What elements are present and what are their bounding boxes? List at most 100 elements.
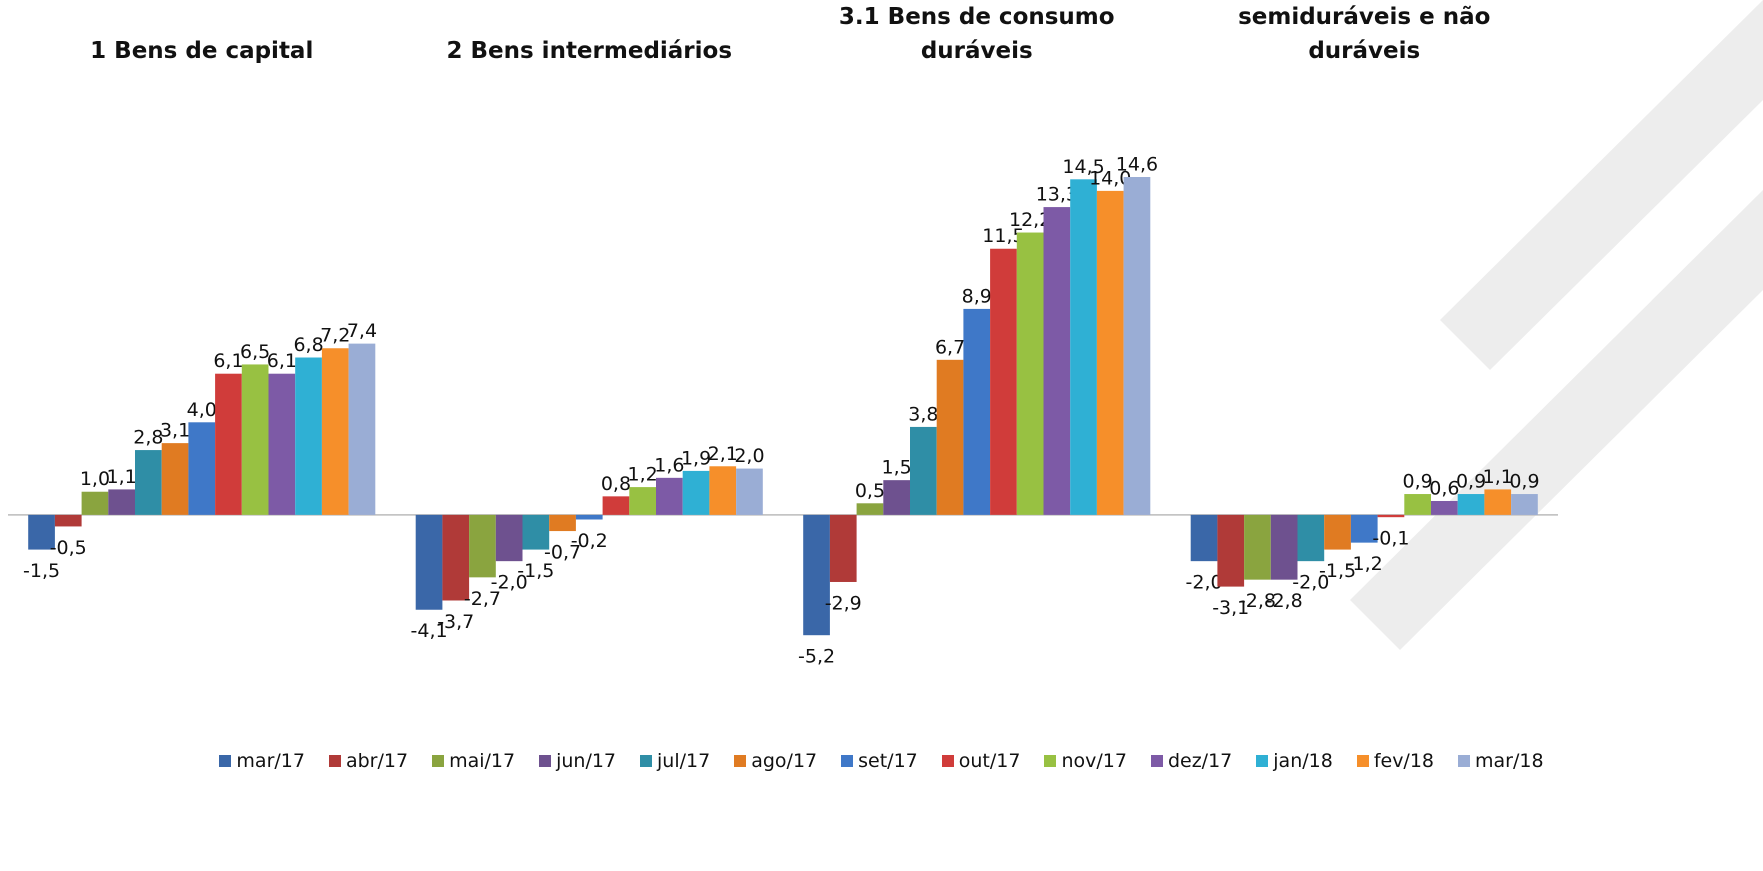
data-label: -1,5	[517, 560, 554, 582]
data-label: -5,2	[798, 646, 835, 668]
legend-swatch	[1150, 755, 1163, 767]
legend-item: jun/17	[539, 750, 616, 772]
data-label: 1,0	[80, 468, 110, 490]
data-label: 3,8	[908, 403, 938, 425]
bar	[135, 450, 162, 515]
bar	[856, 503, 884, 515]
legend-label: abr/17	[345, 750, 409, 772]
data-label: -0,2	[571, 530, 608, 552]
legend-item: jan/18	[1256, 750, 1333, 772]
data-label: -0,7	[544, 542, 581, 564]
bar	[348, 343, 376, 515]
bar	[803, 514, 830, 636]
data-label: -1,2	[1346, 553, 1383, 575]
bar	[81, 491, 109, 515]
bar	[1484, 489, 1512, 515]
decor-stripe	[1350, 190, 1763, 650]
bar	[1070, 179, 1097, 515]
bar	[295, 357, 322, 515]
data-label: 2,1	[708, 443, 738, 465]
bar	[1350, 514, 1378, 543]
category-label: 2 Bens intermediários	[446, 38, 733, 64]
data-label: -2,0	[491, 572, 528, 594]
legend-label: out/17	[958, 750, 1021, 772]
legend-item: mar/18	[1458, 750, 1544, 772]
legend-swatch	[734, 755, 747, 767]
data-label: -2,7	[464, 588, 501, 610]
data-label: 2,0	[734, 445, 764, 467]
bar	[829, 514, 857, 582]
data-label: -4,1	[411, 620, 448, 642]
bar	[215, 373, 242, 515]
bar	[469, 514, 496, 578]
data-label: 0,9	[1403, 471, 1433, 493]
data-label: 1,6	[654, 454, 684, 476]
legend-item: mai/17	[432, 750, 515, 772]
bar	[883, 480, 910, 515]
bar	[161, 443, 189, 515]
bar	[522, 514, 550, 550]
bar	[268, 373, 296, 515]
legend-item: nov/17	[1044, 750, 1127, 772]
data-label: 13,3	[1036, 184, 1078, 206]
data-label: 0,8	[601, 473, 631, 495]
data-label: 6,7	[935, 336, 965, 358]
bar	[963, 308, 991, 515]
data-label: -2,0	[1186, 572, 1223, 594]
data-label: 0,9	[1456, 471, 1486, 493]
bar	[1324, 514, 1351, 550]
legend-swatch	[841, 755, 854, 767]
decor-stripe	[1440, 0, 1763, 370]
legend-item: set/17	[841, 750, 918, 772]
data-label: -3,1	[1212, 597, 1249, 619]
data-label: 0,5	[855, 480, 885, 502]
bar	[108, 489, 135, 515]
legend-swatch	[1044, 755, 1057, 767]
data-label: 3,1	[160, 420, 190, 442]
legend-swatch	[328, 755, 341, 767]
bar	[28, 514, 55, 550]
legend-swatch	[1356, 755, 1369, 767]
legend-label: fev/18	[1373, 750, 1435, 772]
data-label: 8,9	[962, 285, 992, 307]
data-label: -1,5	[23, 560, 60, 582]
data-label: 6,1	[267, 350, 297, 372]
legend-label: mar/18	[1475, 750, 1544, 772]
legend-swatch	[219, 755, 232, 767]
bar	[1511, 494, 1538, 515]
legend-label: nov/17	[1061, 750, 1127, 772]
data-label: 7,2	[320, 325, 350, 347]
data-label: 7,4	[347, 320, 377, 342]
data-label: -0,5	[50, 537, 87, 559]
legend-item: ago/17	[734, 750, 817, 772]
legend-item: dez/17	[1150, 750, 1232, 772]
data-label: -0,1	[1372, 528, 1409, 550]
bar	[736, 468, 763, 515]
data-label: 0,6	[1429, 477, 1459, 499]
legend-swatch	[539, 755, 552, 767]
bar	[629, 487, 656, 515]
bar	[54, 514, 82, 527]
data-label: -3,7	[437, 611, 474, 633]
category-label: 1 Bens de capital	[90, 38, 314, 64]
legend-label: jun/17	[556, 750, 617, 772]
data-label: 1,9	[681, 447, 711, 469]
data-label: 14,5	[1062, 156, 1104, 178]
legend-item: out/17	[941, 750, 1021, 772]
data-label: -2,8	[1239, 590, 1276, 612]
bar	[1123, 176, 1151, 515]
legend-label: jul/17	[657, 750, 711, 772]
legend: mar/17 abr/17 mai/17 jun/17 jul/17 ago/17 set/…	[0, 750, 1763, 772]
bar	[1016, 232, 1044, 515]
legend-swatch	[941, 755, 954, 767]
legend-item: jul/17	[640, 750, 710, 772]
bar	[415, 514, 443, 610]
bar	[936, 359, 964, 515]
data-label: 1,1	[1483, 466, 1513, 488]
data-label: 1,2	[628, 464, 658, 486]
legend-swatch	[1256, 755, 1269, 767]
category-label: 3.1 Bens de consumo duráveis	[838, 4, 1115, 64]
legend-item: fev/18	[1356, 750, 1435, 772]
